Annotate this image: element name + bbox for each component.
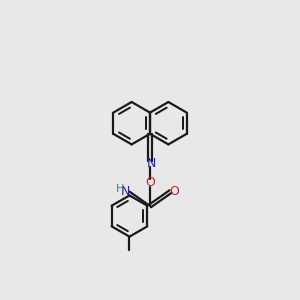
Text: N: N bbox=[147, 157, 156, 170]
Text: O: O bbox=[169, 185, 179, 198]
Text: H: H bbox=[116, 184, 124, 194]
Text: N: N bbox=[121, 185, 130, 198]
Text: O: O bbox=[145, 176, 155, 189]
